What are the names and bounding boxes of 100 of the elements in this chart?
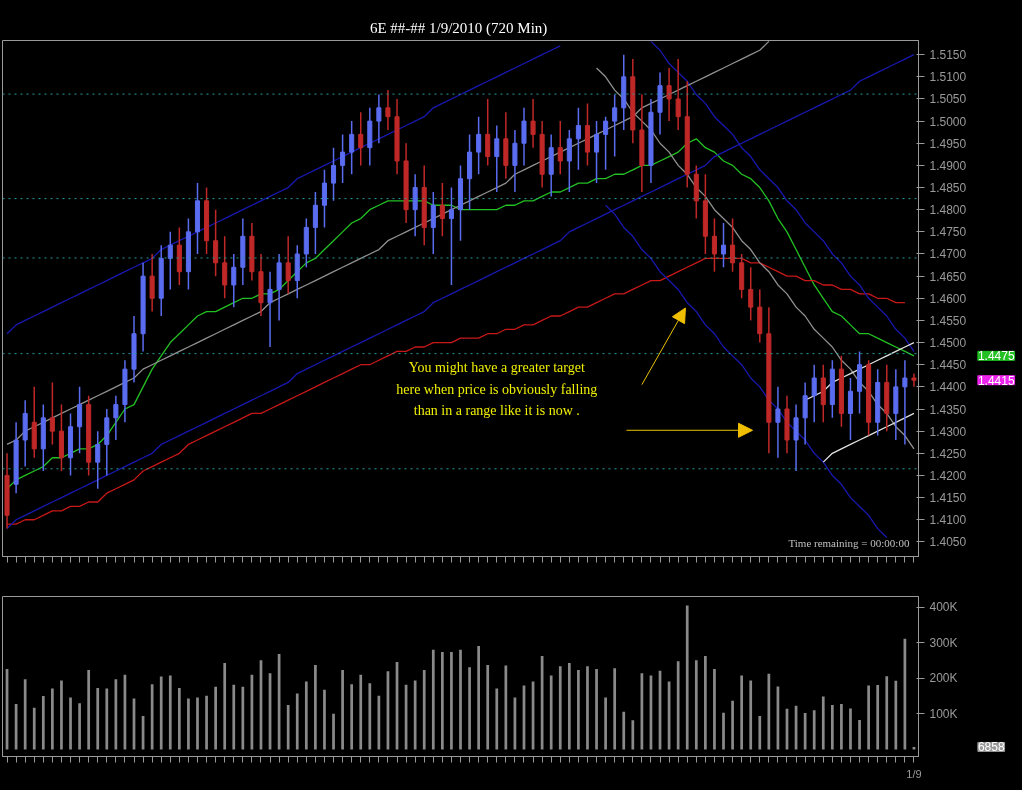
bar <box>631 720 635 750</box>
y-tick-label: 1.4300 <box>929 424 967 439</box>
y-tick-label: 1.4800 <box>929 203 967 218</box>
candlestick <box>666 67 672 122</box>
bar <box>876 685 880 750</box>
candlestick <box>385 89 391 131</box>
bar <box>749 680 753 750</box>
bar <box>431 649 435 750</box>
bar <box>740 675 744 750</box>
text: 6858 <box>977 740 1005 755</box>
candlestick <box>911 372 917 388</box>
candlestick <box>612 93 618 158</box>
bar <box>586 666 589 750</box>
bar <box>450 651 453 750</box>
candlestick <box>811 363 817 424</box>
bar <box>713 669 716 750</box>
bar <box>459 649 462 750</box>
y-tick-label: 100K <box>929 706 958 721</box>
y-tick-label: 1.4100 <box>929 513 967 528</box>
y-tick-label: 1.4500 <box>929 336 967 351</box>
candlestick <box>530 98 536 149</box>
candlestick <box>566 129 572 193</box>
line-series <box>6 45 561 335</box>
candlestick <box>594 120 600 184</box>
bar <box>858 719 861 750</box>
bar <box>150 684 154 750</box>
text: 1.4415 <box>977 373 1015 388</box>
candlestick <box>222 235 228 300</box>
bar <box>622 711 626 750</box>
bar <box>413 680 417 750</box>
candlestick <box>95 430 101 490</box>
bar <box>504 665 508 750</box>
bar <box>23 679 27 750</box>
bar <box>694 660 698 750</box>
bar <box>51 688 54 750</box>
bar <box>840 703 843 750</box>
bar <box>604 697 607 750</box>
bar <box>758 715 762 750</box>
candlestick <box>439 182 445 238</box>
candlestick <box>575 107 581 171</box>
bar <box>241 686 245 750</box>
x-tick-label: 1/9 <box>906 767 922 780</box>
bar <box>422 670 426 750</box>
y-tick-label: 1.4900 <box>929 158 967 173</box>
candlestick <box>802 381 808 446</box>
candlestick <box>312 191 318 255</box>
bar <box>168 675 172 750</box>
bar <box>314 665 317 750</box>
bar <box>223 662 227 750</box>
candlestick <box>793 403 799 472</box>
bar <box>595 669 598 750</box>
candlestick <box>358 111 364 167</box>
candlestick <box>557 120 563 176</box>
bar <box>232 684 236 750</box>
bar <box>704 655 707 750</box>
bar <box>41 696 45 750</box>
y-tick-label: 1.4950 <box>929 136 967 151</box>
y-tick-label: 300K <box>929 635 958 650</box>
candlestick <box>675 58 681 131</box>
y-tick-label: 1.4200 <box>929 468 967 483</box>
y-tick-label: 1.4700 <box>929 247 967 262</box>
y-tick-label: 1.4450 <box>929 358 967 373</box>
bar <box>867 685 870 750</box>
candlestick <box>231 253 237 308</box>
candlestick <box>775 386 781 459</box>
candlestick <box>113 394 119 441</box>
bar <box>96 687 100 750</box>
y-tick-label: 1.5100 <box>929 70 967 85</box>
candlestick <box>430 191 436 255</box>
bar <box>849 708 852 750</box>
y-tick-label: 1.5000 <box>929 114 967 129</box>
candlestick <box>476 115 482 176</box>
candlestick <box>340 133 346 184</box>
annotation: Time remaining = 00:00:00 <box>788 536 910 549</box>
bar <box>177 687 181 750</box>
candlestick <box>49 381 55 446</box>
y-tick-label: 1.5050 <box>929 92 967 107</box>
bar <box>323 689 326 750</box>
y-tick-label: 1.4250 <box>929 446 967 461</box>
y-tick-label: 1.4850 <box>929 181 967 196</box>
y-tick-label: 1.4350 <box>929 402 967 417</box>
bar <box>676 661 680 750</box>
candlestick <box>149 253 155 313</box>
y-tick-label: 1.5150 <box>929 48 967 63</box>
bar <box>468 667 471 750</box>
bar <box>295 693 299 750</box>
y-tick-label: 400K <box>929 600 958 615</box>
y-tick-label: 1.4050 <box>929 535 967 550</box>
text: 1.4475 <box>977 349 1015 364</box>
bar <box>731 700 734 750</box>
bar <box>577 670 580 750</box>
y-tick-label: 1.4150 <box>929 491 967 506</box>
candlestick <box>521 107 527 167</box>
candlestick <box>847 377 854 441</box>
bar <box>885 676 889 750</box>
bar <box>821 696 825 750</box>
candlestick <box>494 124 500 193</box>
bar <box>196 697 199 750</box>
annotation: You might have a greater target here when price is obviously falling than in a range like it is now . <box>396 359 598 419</box>
y-tick-label: 1.4400 <box>929 380 967 395</box>
